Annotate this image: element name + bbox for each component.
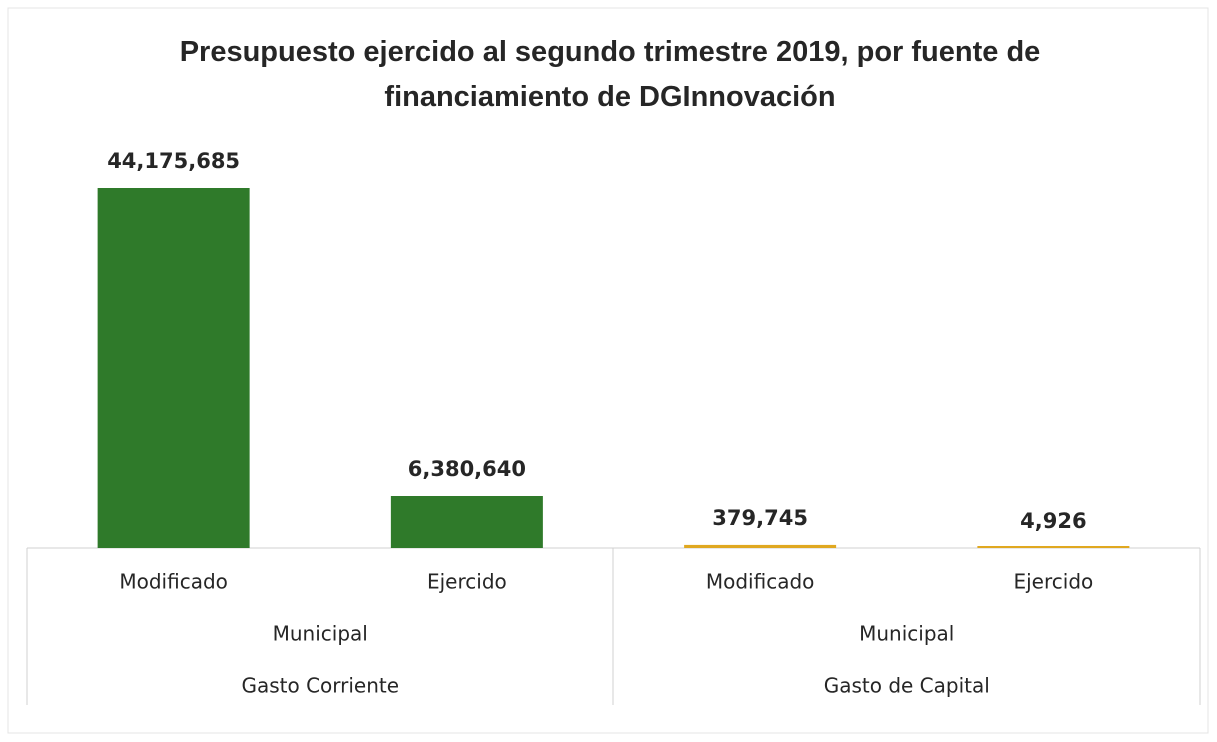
chart-border bbox=[7, 7, 1209, 734]
bar bbox=[97, 188, 250, 548]
group-label: Municipal bbox=[859, 622, 954, 646]
bar bbox=[390, 496, 543, 548]
data-label: 4,926 bbox=[1020, 509, 1086, 533]
x-tick-label: Ejercido bbox=[427, 570, 507, 594]
bar bbox=[684, 544, 837, 548]
data-label: 44,175,685 bbox=[107, 149, 240, 173]
x-tick-label: Modificado bbox=[119, 570, 228, 594]
bar bbox=[977, 546, 1130, 548]
group-label: Municipal bbox=[273, 622, 368, 646]
x-tick-label: Modificado bbox=[706, 570, 815, 594]
data-label: 379,745 bbox=[712, 506, 808, 530]
chart-title: Presupuesto ejercido al segundo trimestr… bbox=[179, 36, 1041, 113]
data-label: 6,380,640 bbox=[408, 457, 526, 481]
x-tick-label: Ejercido bbox=[1013, 570, 1093, 594]
outer-group-label: Gasto Corriente bbox=[241, 674, 399, 698]
outer-group-label: Gasto de Capital bbox=[824, 674, 990, 698]
